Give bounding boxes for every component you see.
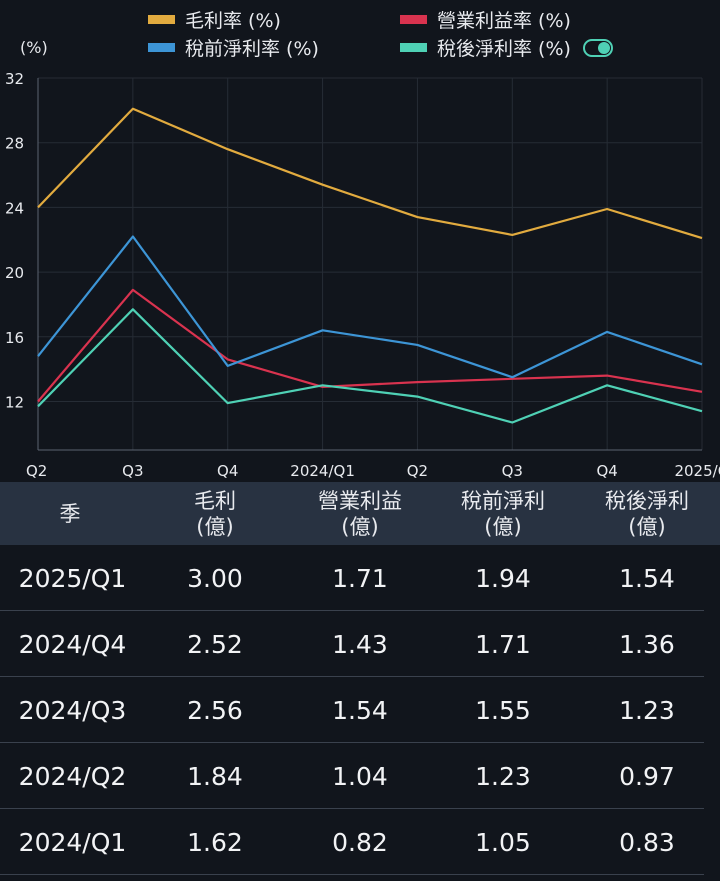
row-divider	[0, 874, 704, 875]
cell-gross-profit: 1.84	[187, 761, 243, 791]
header-unit: (億)	[628, 514, 666, 539]
series-line-2	[37, 288, 703, 403]
table-row[interactable]: 2024/Q1 1.62 0.82 1.05 0.83	[0, 809, 720, 875]
legend-pretax-margin[interactable]: 稅前淨利率 (%)	[148, 34, 319, 61]
legend-net-margin[interactable]: 稅後淨利率 (%)	[400, 34, 613, 61]
header-quarter[interactable]: 季	[0, 482, 140, 545]
x-tick-label: Q3	[122, 462, 143, 480]
series-line-1	[37, 107, 703, 240]
cell-quarter: 2024/Q4	[18, 629, 127, 659]
header-gross-profit[interactable]: 毛利 (億)	[145, 482, 285, 545]
cell-net-income: 1.23	[619, 695, 675, 725]
y-tick-label: 12	[5, 393, 24, 411]
header-net-income[interactable]: 稅後淨利 (億)	[577, 482, 717, 545]
header-unit: (億)	[196, 514, 234, 539]
x-tick-label: Q2	[26, 462, 47, 480]
y-tick-label: 16	[5, 329, 24, 347]
x-tick-label: Q4	[596, 462, 617, 480]
row-divider	[0, 610, 704, 611]
table-header: 季 毛利 (億) 營業利益 (億) 稅前淨利 (億) 稅後淨利 (億)	[0, 482, 720, 545]
x-tick-label: Q4	[217, 462, 238, 480]
header-pretax-income[interactable]: 稅前淨利 (億)	[433, 482, 573, 545]
legend-swatch	[148, 43, 175, 52]
cell-pretax-income: 1.55	[475, 695, 531, 725]
y-tick-label: 20	[5, 264, 24, 282]
cell-quarter: 2024/Q2	[18, 761, 127, 791]
cell-net-income: 1.54	[619, 563, 675, 593]
cell-pretax-income: 1.71	[475, 629, 531, 659]
table-row[interactable]: 2025/Q1 3.00 1.71 1.94 1.54	[0, 545, 720, 611]
chart-legend: 毛利率 (%) 營業利益率 (%) 稅前淨利率 (%) 稅後淨利率 (%)	[0, 0, 720, 62]
legend-label: 營業利益率 (%)	[437, 10, 571, 32]
legend-swatch	[400, 15, 427, 24]
legend-swatch	[148, 15, 175, 24]
line-chart: 12 16 20 24 28 32 Q2 Q3 Q4 2024/Q1 Q2 Q3 Q4 2025/Q	[5, 70, 720, 480]
cell-pretax-income: 1.05	[475, 827, 531, 857]
cell-net-income: 0.83	[619, 827, 675, 857]
table-row[interactable]: 2024/Q2 1.84 1.04 1.23 0.97	[0, 743, 720, 809]
cell-quarter: 2024/Q1	[18, 827, 127, 857]
row-divider	[0, 742, 704, 743]
cell-quarter: 2025/Q1	[18, 563, 127, 593]
header-unit: (億)	[341, 514, 379, 539]
legend-label: 稅前淨利率 (%)	[185, 38, 319, 60]
row-divider	[0, 808, 704, 809]
row-divider	[0, 676, 704, 677]
x-tick-label: Q3	[502, 462, 523, 480]
cell-operating-income: 1.54	[332, 695, 388, 725]
header-label: 營業利益	[318, 488, 402, 513]
x-tick-label: Q2	[407, 462, 428, 480]
y-tick-label: 32	[5, 70, 24, 88]
legend-swatch	[400, 43, 427, 52]
legend-gross-margin[interactable]: 毛利率 (%)	[148, 6, 281, 33]
cell-net-income: 0.97	[619, 761, 675, 791]
cell-gross-profit: 3.00	[187, 563, 243, 593]
series-line-4	[37, 308, 703, 424]
cell-operating-income: 1.04	[332, 761, 388, 791]
header-label: 稅前淨利	[461, 488, 545, 513]
legend-operating-margin[interactable]: 營業利益率 (%)	[400, 6, 571, 33]
cell-net-income: 1.36	[619, 629, 675, 659]
cell-pretax-income: 1.94	[475, 563, 531, 593]
cell-operating-income: 1.71	[332, 563, 388, 593]
x-tick-label: 2024/Q1	[290, 462, 355, 480]
toggle-switch-icon[interactable]	[582, 38, 613, 57]
table-row[interactable]: 2024/Q4 2.52 1.43 1.71 1.36	[0, 611, 720, 677]
cell-operating-income: 1.43	[332, 629, 388, 659]
legend-label: 毛利率 (%)	[185, 10, 281, 32]
table-row[interactable]: 2024/Q3 2.56 1.54 1.55 1.23	[0, 677, 720, 743]
y-tick-label: 28	[5, 135, 24, 153]
cell-gross-profit: 2.52	[187, 629, 243, 659]
y-axis-unit: (%)	[20, 38, 48, 57]
cell-pretax-income: 1.23	[475, 761, 531, 791]
cell-operating-income: 0.82	[332, 827, 388, 857]
cell-gross-profit: 2.56	[187, 695, 243, 725]
cell-gross-profit: 1.62	[187, 827, 243, 857]
series-line-3	[37, 235, 703, 379]
header-label: 稅後淨利	[605, 488, 689, 513]
header-label: 毛利	[194, 488, 236, 513]
cell-quarter: 2024/Q3	[18, 695, 127, 725]
header-label: 季	[59, 501, 81, 526]
header-unit: (億)	[484, 514, 522, 539]
x-tick-label: 2025/Q	[674, 462, 720, 480]
y-tick-label: 24	[5, 199, 24, 217]
legend-label: 稅後淨利率 (%)	[437, 38, 571, 60]
header-operating-income[interactable]: 營業利益 (億)	[290, 482, 430, 545]
